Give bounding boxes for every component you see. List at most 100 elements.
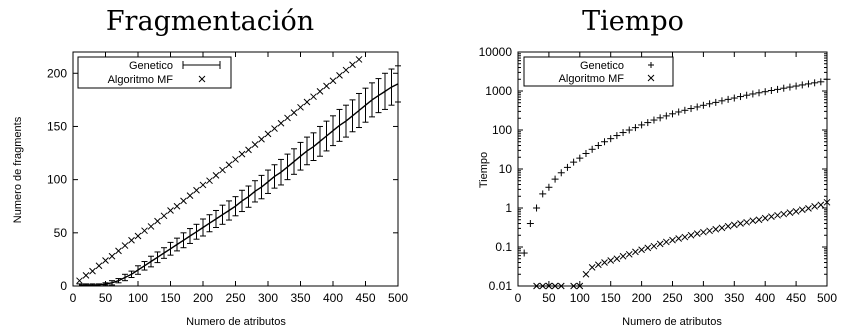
marker-stroke [712,225,720,233]
algoritmo-mf-point [212,172,220,179]
marker-stroke [644,244,652,252]
marker-stroke [173,202,181,210]
x-tick-label: 400 [323,291,343,305]
marker-stroke [588,264,596,271]
algoritmo-mf-point [167,207,174,214]
y-tick-label: 0.1 [495,240,512,254]
algoritmo-mf-point [693,230,701,237]
x-tick-label: 350 [290,291,310,305]
algoritmo-mf-point [336,72,343,79]
marker-stroke [662,238,670,246]
genetico-errorbar [174,237,180,252]
marker-stroke [582,270,590,278]
marker-stroke [632,248,639,256]
marker-stroke [681,233,689,241]
genetico-errorbar [109,280,115,286]
genetico-errorbar [161,247,167,259]
marker-stroke [650,242,658,250]
genetico-errorbar [193,223,200,240]
genetico-point [533,204,541,212]
algoritmo-mf-point [638,246,645,254]
genetico-point [570,158,578,166]
legend-key-algoritmo-mf [198,75,206,83]
y-tick-label: 0 [60,279,67,293]
marker-stroke [774,211,781,219]
marker-stroke [533,282,540,290]
marker-stroke [290,109,298,116]
marker-stroke [147,223,155,230]
x-tick-label: 150 [601,291,621,305]
algoritmo-mf-point [768,213,775,221]
algoritmo-mf-point [743,218,751,226]
marker-stroke [264,130,272,138]
x-tick-label: 250 [225,291,245,305]
marker-stroke [303,98,311,106]
genetico-errorbar [291,148,297,175]
algoritmo-mf-point [349,61,356,69]
algoritmo-mf-point [687,231,695,239]
plot-frame [517,51,828,287]
algoritmo-mf-point [355,56,363,63]
genetico-errorbar [219,204,226,225]
algoritmo-mf-point [749,217,757,225]
x-tick-label: 0 [515,291,522,305]
chart-title: Fragmentación [106,6,314,37]
algoritmo-mf-point [303,98,311,106]
marker-stroke [355,56,363,63]
algoritmo-mf-point [76,277,83,285]
genetico-errorbar [167,241,174,256]
tick-group: 0 50 100 150 200 250 300 350 400 450 500 0 50 100 150 2… [47,52,408,305]
algoritmo-mf-point [258,135,265,143]
algoritmo-mf-point [95,262,103,270]
algoritmo-mf-point [551,282,559,290]
genetico-point [619,129,627,137]
marker-stroke [349,61,356,69]
x-tick-label: 200 [193,291,213,305]
marker-stroke [271,125,278,132]
algoritmo-mf-point [277,119,285,127]
genetico-point [687,105,695,113]
marker-stroke [551,282,559,290]
algoritmo-mf-point [613,255,621,263]
genetico-errorbar [356,92,362,129]
y-tick-label: 1000 [485,84,512,98]
marker-stroke [557,282,565,290]
algoritmo-mf-point [128,236,135,244]
genetico-errorbar [102,282,109,286]
genetico-errorbar [323,120,330,152]
algoritmo-mf-point [823,198,831,206]
genetico-errorbar [388,68,395,106]
marker-stroke [199,181,207,189]
algoritmo-mf-point [147,223,155,230]
marker-stroke [180,197,187,205]
x-tick-label: 500 [817,291,837,305]
genetico-errorbar [362,87,369,123]
genetico-point [631,124,639,132]
x-axis-label: Numero de atributos [186,316,286,328]
algoritmo-mf-point [706,227,713,235]
algoritmo-mf-point [310,93,317,101]
genetico-point [669,110,676,118]
marker-stroke [724,222,732,230]
legend-key-genetico [648,62,654,68]
algoritmo-mf-point [730,221,738,229]
genetico-errorbar [89,283,96,287]
genetico-point [607,135,615,143]
genetico-point [792,82,800,90]
genetico-errorbar [226,200,232,221]
genetico-point [520,249,528,257]
marker-stroke [342,66,350,74]
genetico-point [563,163,571,171]
genetico-point [767,86,775,94]
genetico-errorbar [213,209,219,228]
marker-stroke [755,216,763,224]
plot-area [76,56,401,287]
genetico-errorbar [200,218,206,237]
y-tick-label: 1 [505,201,512,215]
marker-stroke [780,210,788,218]
marker-stroke [792,208,800,215]
genetico-point [798,81,806,89]
algoritmo-mf-point [290,109,298,116]
algoritmo-mf-point [780,210,788,218]
